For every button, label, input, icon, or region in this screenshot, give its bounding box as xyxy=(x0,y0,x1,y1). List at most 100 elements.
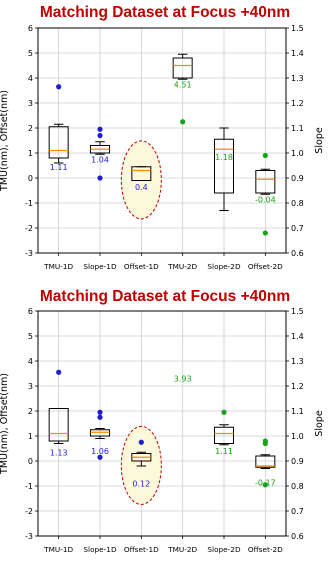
plot-area: 1.13 1.06 0.12 3.93 1.11 -0.17 xyxy=(38,310,286,537)
axes-frame xyxy=(37,310,287,537)
y-axis-label: TMU(nm), Offset(nm) xyxy=(0,373,10,475)
highlight-ellipse xyxy=(120,140,162,220)
y-tick-label: 0 xyxy=(28,174,33,183)
x-tick-label: Offset-1D xyxy=(124,262,159,271)
box-iqr xyxy=(172,57,193,79)
x-tick-label: TMU-2D xyxy=(167,262,197,271)
outlier-point xyxy=(56,84,62,90)
chart-panel-top: Matching Dataset at Focus +40nm 1.11 1.04… xyxy=(0,4,325,271)
y-tick-label: 6 xyxy=(28,24,33,33)
value-annotation: -0.04 xyxy=(255,195,276,204)
outlier-point xyxy=(97,126,103,132)
x-tick-label: Offset-2D xyxy=(248,262,283,271)
box-iqr xyxy=(255,170,276,194)
y2-tick-label: 0.8 xyxy=(291,482,304,491)
outlier-point xyxy=(262,482,268,488)
y-axis-label: TMU(nm), Offset(nm) xyxy=(0,90,10,192)
y-tick-label: 6 xyxy=(28,307,33,316)
y2-tick-label: 1.2 xyxy=(291,382,304,391)
value-annotation: 1.04 xyxy=(91,155,109,164)
y-tick-label: -2 xyxy=(25,224,33,233)
y-tick-label: 4 xyxy=(28,74,33,83)
value-annotation: 1.18 xyxy=(215,153,233,162)
y-tick-label: 1 xyxy=(28,432,33,441)
value-annotation: 0.4 xyxy=(135,183,148,192)
x-tick-label: TMU-1D xyxy=(43,262,73,271)
box-slope-2d xyxy=(214,424,234,446)
box-tmu-2d xyxy=(172,53,193,80)
value-annotation: 1.13 xyxy=(50,448,68,457)
y-tick-label: 0 xyxy=(28,457,33,466)
outlier-point xyxy=(262,230,268,236)
value-annotation: 1.06 xyxy=(91,447,109,456)
y-tick-label: 5 xyxy=(28,332,33,341)
x-tick-label: Offset-1D xyxy=(124,545,159,554)
axes-frame xyxy=(37,27,287,254)
box-tmu-1d xyxy=(48,408,69,444)
outlier-point xyxy=(138,439,144,445)
box-iqr xyxy=(255,455,276,468)
y2-tick-label: 1.5 xyxy=(291,24,304,33)
y-tick-label: -1 xyxy=(25,199,33,208)
value-annotation: 0.12 xyxy=(132,480,150,489)
outlier-point xyxy=(97,414,103,420)
box-iqr xyxy=(214,138,234,194)
y-tick-label: -3 xyxy=(25,249,33,258)
box-slope-1d xyxy=(90,428,110,439)
outlier-point xyxy=(97,409,103,415)
chart-title: Matching Dataset at Focus +40nm xyxy=(39,288,291,305)
x-tick-label: Offset-2D xyxy=(248,545,283,554)
outlier-point xyxy=(56,369,62,375)
y-tick-label: 2 xyxy=(28,407,33,416)
y2-tick-label: 1.4 xyxy=(291,49,304,58)
y-tick-label: 5 xyxy=(28,49,33,58)
box-offset-2d xyxy=(255,454,276,469)
box-plot-chart: 1.11 1.04 0.4 4.51 1.18 -0.04 -3 -2 -1 0 1 2 3 4 5 6 0.6… xyxy=(0,24,325,271)
outlier-point xyxy=(262,152,268,159)
outlier-point xyxy=(221,409,227,415)
box-iqr xyxy=(214,426,234,444)
y2-tick-label: 1.2 xyxy=(291,99,304,108)
y2-tick-label: 1.3 xyxy=(291,357,304,366)
chart-panel-bottom: Matching Dataset at Focus +40nm 1.13 1.06… xyxy=(0,288,330,576)
box-offset-1d xyxy=(131,451,152,467)
plot-area: 1.11 1.04 0.4 4.51 1.18 -0.04 xyxy=(38,27,286,254)
y2-axis-label: Slope xyxy=(314,410,325,437)
y-tick-label: 3 xyxy=(28,99,33,108)
x-tick-label: TMU-1D xyxy=(43,545,73,554)
x-tick-label: Slope-2D xyxy=(207,545,241,554)
value-annotation: 4.51 xyxy=(174,80,192,89)
y2-tick-label: 0.6 xyxy=(291,249,304,258)
box-offset-1d xyxy=(131,166,152,181)
outlier-point xyxy=(97,175,103,181)
value-annotation: 1.11 xyxy=(215,447,233,456)
x-tick-label: Slope-1D xyxy=(83,262,117,271)
outlier-point xyxy=(180,119,186,125)
y2-tick-label: 0.6 xyxy=(291,532,304,541)
y2-axis-label: Slope xyxy=(314,127,325,154)
y-tick-label: -2 xyxy=(25,507,33,516)
y-tick-label: 1 xyxy=(28,149,33,158)
y-tick-label: 3 xyxy=(28,382,33,391)
y2-tick-label: 1.0 xyxy=(291,432,304,441)
box-slope-1d xyxy=(90,141,110,155)
outlier-point xyxy=(97,454,103,460)
box-iqr xyxy=(131,166,152,181)
box-slope-2d xyxy=(214,127,234,211)
y-tick-label: 2 xyxy=(28,124,33,133)
y2-tick-label: 0.9 xyxy=(291,174,304,183)
box-tmu-1d xyxy=(48,123,69,164)
chart-title: Matching Dataset at Focus +40nm xyxy=(39,4,291,21)
y2-tick-label: 0.7 xyxy=(291,224,304,233)
value-annotation: 3.93 xyxy=(174,375,192,384)
box-iqr xyxy=(48,408,69,442)
y2-tick-label: 1.1 xyxy=(291,124,304,133)
y2-tick-label: 1.1 xyxy=(291,407,304,416)
y2-tick-label: 1.4 xyxy=(291,332,304,341)
value-annotation: 1.11 xyxy=(50,163,68,172)
x-tick-label: TMU-2D xyxy=(167,545,197,554)
box-iqr xyxy=(90,429,110,437)
y2-tick-label: 1.5 xyxy=(291,307,304,316)
x-tick-label: Slope-1D xyxy=(83,545,117,554)
outlier-point xyxy=(97,132,103,139)
